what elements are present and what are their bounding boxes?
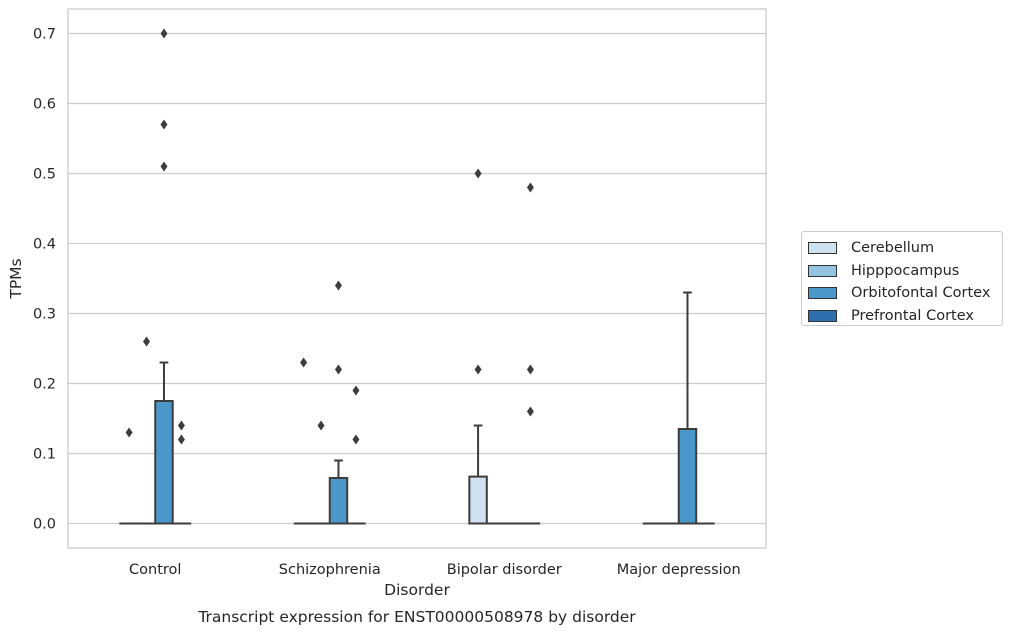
- y-tick-label: 0.5: [33, 167, 56, 183]
- legend-swatch: [808, 242, 837, 255]
- legend-item: Cerebellum: [802, 237, 1002, 260]
- y-axis-title: TPMs: [7, 258, 25, 299]
- y-tick-label: 0.4: [33, 237, 56, 253]
- box: [154, 400, 174, 525]
- outlier-point: [334, 280, 342, 291]
- legend-label: Hipppocampus: [851, 262, 960, 279]
- outlier-point: [334, 364, 342, 375]
- outlier-point: [352, 434, 360, 445]
- y-tick-label: 0.7: [33, 27, 56, 43]
- outlier-point: [352, 385, 360, 396]
- outlier-point: [526, 406, 534, 417]
- legend-label: Orbitofontal Cortex: [851, 285, 991, 302]
- box: [468, 475, 488, 525]
- x-tick-label: Bipolar disorder: [447, 562, 562, 578]
- box: [328, 477, 349, 525]
- legend-label: Cerebellum: [851, 240, 935, 257]
- y-tick-label: 0.6: [33, 97, 56, 113]
- legend-swatch: [808, 264, 837, 277]
- box: [677, 428, 698, 525]
- outlier-point: [317, 420, 325, 431]
- outlier-point: [177, 420, 185, 431]
- legend-item: Hipppocampus: [802, 260, 1002, 283]
- box-orbitofontal-cortex-major-depression: [677, 291, 698, 525]
- y-tick-label: 0.3: [33, 307, 56, 323]
- outlier-point: [143, 336, 151, 347]
- legend-swatch: [808, 309, 837, 322]
- gridlines: [68, 32, 766, 525]
- outlier-point: [526, 182, 534, 193]
- y-tick-label: 0.0: [33, 517, 56, 533]
- outlier-point: [160, 119, 168, 130]
- x-tick-label: Major depression: [617, 562, 741, 578]
- legend-item: Orbitofontal Cortex: [802, 282, 1002, 305]
- x-axis-ticks: Control Schizophrenia Bipolar disorder Majo…: [129, 562, 741, 578]
- legend-label: Prefrontal Cortex: [851, 307, 974, 324]
- y-tick-label: 0.1: [33, 447, 56, 463]
- legend-swatch: [808, 287, 837, 300]
- outlier-point: [125, 427, 133, 438]
- box-orbitofontal-cortex-schizophrenia: [328, 459, 349, 525]
- outlier-point: [160, 28, 168, 39]
- box-orbitofontal-cortex-control: [154, 361, 174, 525]
- x-axis-title: Disorder: [384, 581, 450, 599]
- chart-title: Transcript expression for ENST0000050897…: [197, 608, 636, 626]
- outliers: [125, 28, 534, 445]
- box-cerebellum-bipolar-disorder: [468, 424, 488, 525]
- plot-area-frame: [67, 8, 767, 549]
- outlier-point: [474, 168, 482, 179]
- x-tick-label: Schizophrenia: [279, 562, 381, 578]
- x-tick-label: Control: [129, 562, 181, 578]
- outlier-point: [177, 434, 185, 445]
- outlier-point: [474, 364, 482, 375]
- boxplots: [119, 291, 715, 525]
- outlier-point: [526, 364, 534, 375]
- y-axis-ticks: 0.0 0.1 0.2 0.3 0.4 0.5 0.6 0.7: [33, 27, 56, 533]
- outlier-point: [160, 161, 168, 172]
- legend: Cerebellum Hipppocampus Orbitofontal Corte…: [801, 231, 1003, 326]
- outlier-point: [300, 357, 308, 368]
- y-tick-label: 0.2: [33, 377, 56, 393]
- legend-item: Prefrontal Cortex: [802, 305, 1002, 328]
